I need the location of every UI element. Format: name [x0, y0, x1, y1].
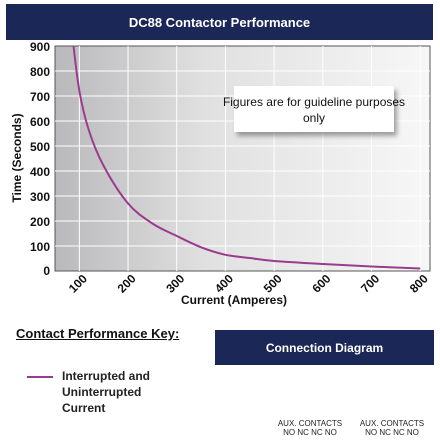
- key-title: Contact Performance Key:: [16, 326, 180, 341]
- aux-contacts-2-pins: NO NC NC NO: [365, 428, 419, 437]
- x-tick-label: 400: [212, 271, 236, 295]
- guideline-note: [234, 86, 394, 132]
- aux-contacts-1: AUX. CONTACTS NO NC NC NO: [270, 419, 350, 437]
- y-tick-label: 700: [30, 90, 50, 104]
- y-tick-label: 800: [30, 65, 50, 79]
- y-tick-label: 0: [43, 264, 50, 278]
- x-tick-label: 700: [358, 271, 382, 295]
- chart-title: DC88 Contactor Performance: [6, 4, 433, 40]
- connection-diagram-header: Connection Diagram: [215, 330, 434, 365]
- x-axis-label: Current (Amperes): [181, 293, 287, 307]
- y-tick-label: 900: [30, 40, 50, 54]
- x-tick-label: 200: [115, 271, 139, 295]
- guideline-note-line2: only: [303, 111, 325, 125]
- x-tick-label: 800: [407, 271, 431, 295]
- y-tick-label: 200: [30, 215, 50, 229]
- aux-contacts-2-label: AUX. CONTACTS: [359, 419, 425, 428]
- plot-area: [54, 45, 431, 272]
- performance-curve: [72, 45, 421, 270]
- x-tick-label: 100: [66, 271, 90, 295]
- y-axis-label: Time (Seconds): [10, 113, 24, 202]
- y-tick-label: 400: [30, 165, 50, 179]
- aux-contacts-1-label: AUX. CONTACTS: [277, 419, 343, 428]
- key-label: Interrupted and Uninterrupted Current: [62, 369, 151, 415]
- aux-contacts-2: AUX. CONTACTS NO NC NC NO: [352, 419, 432, 437]
- y-tick-label: 600: [30, 115, 50, 129]
- x-tick-label: 500: [261, 271, 285, 295]
- x-tick-label: 600: [309, 271, 333, 295]
- guideline-note-line1: Figures are for guideline purposes: [223, 95, 405, 109]
- performance-chart: 0 100 200 300 400 500 600 700 800 900 100 200 300 40…: [10, 40, 431, 307]
- y-tick-label: 100: [30, 240, 50, 254]
- x-tick-label: 300: [163, 271, 187, 295]
- aux-contacts-1-pins: NO NC NC NO: [283, 428, 337, 437]
- y-tick-label: 500: [30, 140, 50, 154]
- y-tick-label: 300: [30, 190, 50, 204]
- key-swatch: [27, 376, 53, 378]
